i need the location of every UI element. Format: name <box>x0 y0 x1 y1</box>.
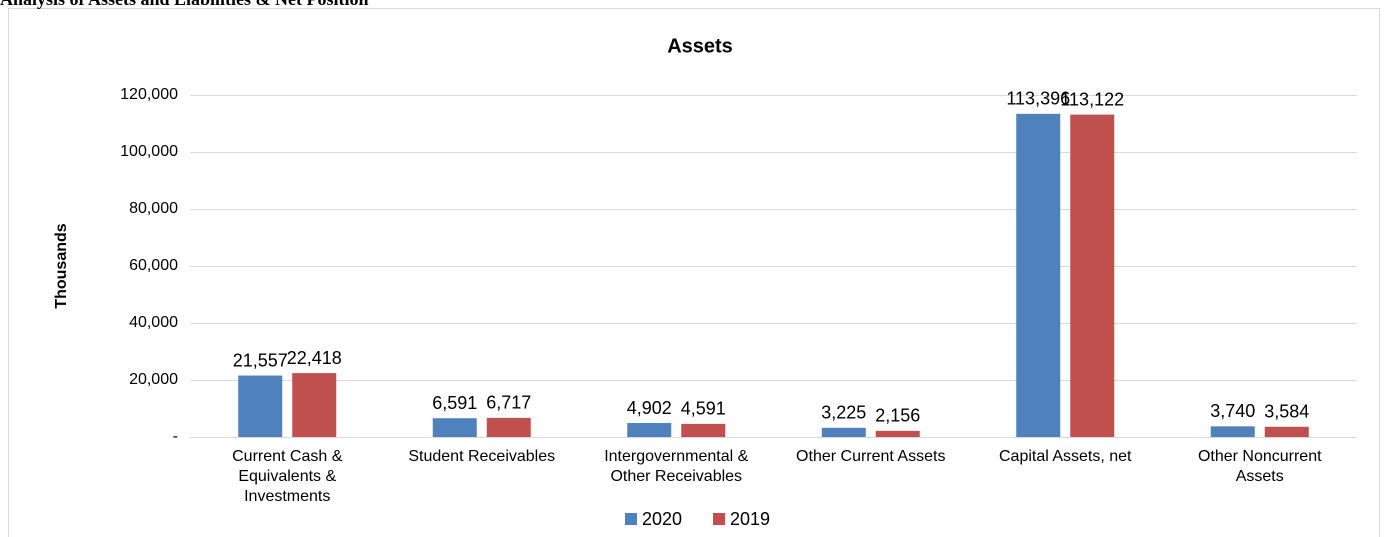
x-tick-label: Current Cash & Equivalents & Investments <box>232 448 343 505</box>
y-tick-label: 60,000 <box>129 257 178 274</box>
y-tick-label: 120,000 <box>120 86 178 103</box>
x-tick-label: Capital Assets, net <box>998 448 1132 465</box>
x-tick-label: Other Noncurrent Assets <box>1197 448 1322 485</box>
bar <box>238 375 283 437</box>
data-label: 4,591 <box>681 399 726 419</box>
data-label: 113,122 <box>1060 89 1124 109</box>
legend-label: 2019 <box>730 509 770 529</box>
heading: Analysis of Assets and Liabilities & Net… <box>0 0 369 10</box>
bar <box>432 418 477 437</box>
bar <box>627 423 672 437</box>
bar <box>1210 426 1255 437</box>
y-tick-label: 100,000 <box>120 143 178 160</box>
data-label: 22,418 <box>287 348 342 368</box>
chart-title: Assets <box>667 35 733 57</box>
data-label: 3,225 <box>821 403 866 423</box>
chart-border <box>8 8 1380 537</box>
legend-swatch <box>713 513 725 525</box>
bar <box>1264 426 1309 437</box>
x-tick-label: Other Current Assets <box>796 448 946 465</box>
legend-label: 2020 <box>642 509 682 529</box>
legend-swatch <box>625 513 637 525</box>
bar <box>1016 113 1061 437</box>
y-axis-label: Thousands <box>53 223 70 308</box>
data-label: 3,740 <box>1210 401 1255 421</box>
bar <box>821 427 866 437</box>
y-tick-label: 20,000 <box>129 371 178 388</box>
bar <box>681 423 726 437</box>
y-tick-label: 40,000 <box>129 314 178 331</box>
data-label: 4,902 <box>627 398 672 418</box>
data-label: 113,396 <box>1006 89 1070 109</box>
bar <box>292 373 337 437</box>
bar <box>486 417 531 437</box>
x-tick-label: Intergovernmental & Other Receivables <box>604 448 749 485</box>
data-label: 2,156 <box>875 406 920 426</box>
y-tick-label: - <box>173 428 178 445</box>
bar <box>1070 114 1115 438</box>
data-label: 3,584 <box>1264 402 1309 422</box>
data-label: 6,591 <box>432 393 477 413</box>
data-label: 6,717 <box>486 393 531 413</box>
data-label: 21,557 <box>233 350 288 370</box>
x-tick-label: Student Receivables <box>408 448 556 465</box>
y-tick-label: 80,000 <box>129 200 178 217</box>
bar <box>875 430 920 437</box>
